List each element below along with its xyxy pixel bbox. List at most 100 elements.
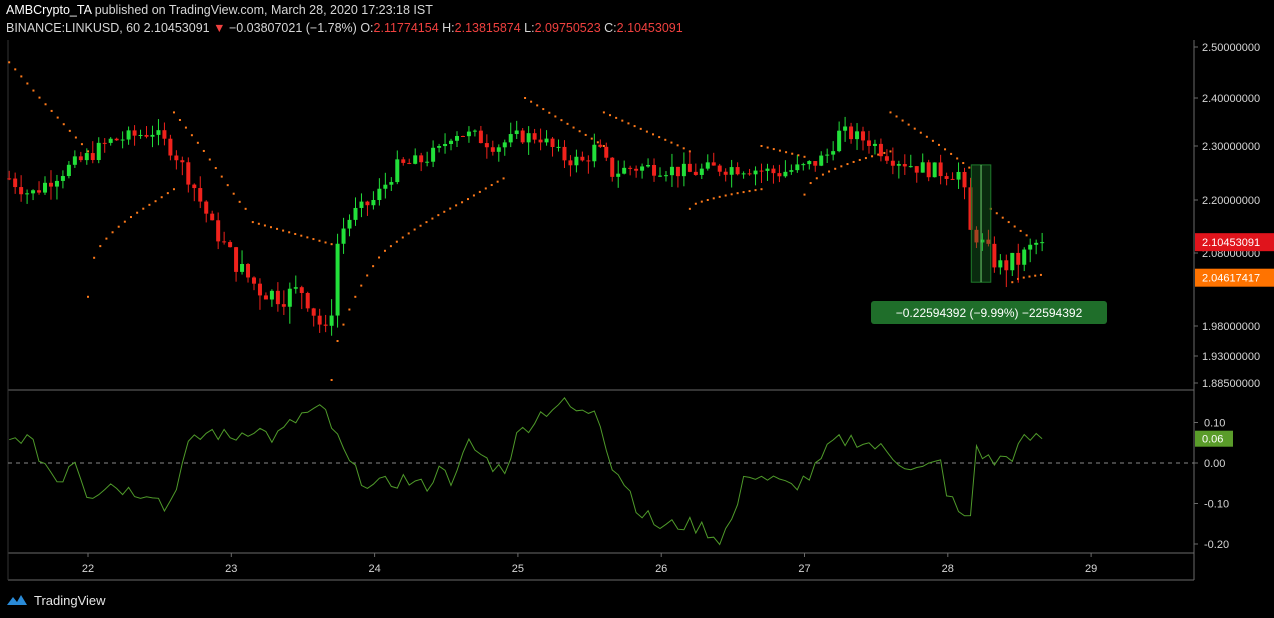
- footer-brand[interactable]: TradingView: [6, 590, 106, 610]
- sar-dot: [609, 114, 612, 117]
- candle-body: [992, 243, 997, 268]
- candle-body: [37, 190, 42, 193]
- time-tick-label: 27: [798, 563, 810, 575]
- sar-dot: [944, 148, 947, 151]
- candle-body: [908, 166, 913, 168]
- sar-dot: [889, 150, 892, 153]
- sar-dot: [554, 115, 557, 118]
- parabolic-sar-dots: [8, 61, 1042, 381]
- sar-dot: [895, 115, 898, 118]
- sar-dot: [931, 139, 934, 142]
- candle-body: [807, 161, 812, 165]
- candle-body: [323, 324, 328, 326]
- candle-body: [1034, 242, 1039, 245]
- sar-dot: [232, 192, 235, 195]
- candle-body: [711, 162, 716, 166]
- candle-body: [204, 201, 209, 214]
- candle-body: [795, 164, 800, 171]
- candle-body: [956, 171, 961, 180]
- sar-dot: [282, 229, 285, 232]
- sar-dot: [913, 127, 916, 130]
- price-tick-label: 2.30000000: [1202, 141, 1260, 153]
- candle-body: [1040, 242, 1045, 244]
- sar-dot: [530, 100, 533, 103]
- candle-body: [78, 156, 83, 161]
- candle-body: [765, 168, 770, 171]
- candle-body: [222, 241, 227, 243]
- last-price-badge: [1195, 233, 1274, 252]
- sar-dot: [360, 284, 363, 287]
- sar-dot: [602, 111, 605, 114]
- sar-dot: [682, 147, 685, 150]
- sar-dot: [160, 196, 163, 199]
- candle-body: [144, 134, 149, 137]
- candle-body: [998, 260, 1003, 268]
- sar-dot: [111, 231, 114, 234]
- candle-body: [150, 134, 155, 137]
- sar-dot: [658, 136, 661, 139]
- candle-body: [198, 188, 203, 202]
- candle-body: [604, 146, 609, 158]
- sar-dot: [288, 231, 291, 234]
- candle-body: [872, 143, 877, 146]
- sar-dot: [117, 225, 120, 228]
- brand-name: TradingView: [34, 592, 106, 608]
- sar-dot: [815, 177, 818, 180]
- sar-dot: [803, 193, 806, 196]
- sar-dot: [395, 240, 398, 243]
- candle-body: [896, 164, 901, 166]
- candle-body: [389, 182, 394, 185]
- candle-body: [413, 155, 418, 164]
- candle-body: [532, 133, 537, 140]
- candle-body: [234, 247, 239, 272]
- sar-dot: [566, 122, 569, 125]
- sar-dot: [251, 221, 254, 224]
- candle-body: [950, 178, 955, 180]
- sar-dot: [1001, 216, 1004, 219]
- candle-body: [449, 140, 454, 144]
- sar-dot: [330, 243, 333, 246]
- sar-dot: [828, 170, 831, 173]
- candle-body: [705, 162, 710, 169]
- sar-dot: [8, 61, 11, 64]
- candle-body: [162, 130, 167, 139]
- sar-dot: [834, 167, 837, 170]
- candle-body: [269, 290, 274, 300]
- sar-dot: [766, 146, 769, 149]
- sar-dot: [226, 184, 229, 187]
- candle-body: [777, 173, 782, 177]
- change-arrow-icon: ▼: [213, 21, 226, 35]
- measure-tool[interactable]: −0.22594392 (−9.99%) −22594392: [871, 164, 1107, 324]
- sar-dot: [724, 194, 727, 197]
- candle-body: [317, 315, 322, 325]
- candle-body: [365, 201, 370, 206]
- time-tick-label: 25: [512, 563, 524, 575]
- sar-dot: [136, 211, 139, 214]
- candle-body: [66, 164, 71, 177]
- candle-body: [478, 130, 483, 144]
- sar-dot: [748, 190, 751, 193]
- sar-dot: [778, 149, 781, 152]
- oscillator-pane: [8, 396, 1194, 546]
- candle-body: [759, 170, 764, 172]
- sar-dot: [336, 340, 339, 343]
- candle-body: [526, 133, 531, 143]
- sar-dot: [688, 207, 691, 210]
- price-tick-label: 2.20000000: [1202, 195, 1260, 207]
- sar-dot: [871, 155, 874, 158]
- candle-body: [723, 171, 728, 175]
- sar-dot: [664, 138, 667, 141]
- sar-dot: [706, 199, 709, 201]
- candle-body: [48, 182, 53, 187]
- sar-dot: [718, 195, 721, 198]
- candle-body: [102, 142, 107, 144]
- sar-dot: [536, 104, 539, 107]
- candle-body: [813, 161, 818, 166]
- candle-body: [538, 139, 543, 143]
- candle-body: [156, 130, 161, 135]
- candle-body: [490, 147, 495, 152]
- candle-body: [407, 162, 412, 164]
- time-tick-label: 26: [655, 563, 667, 575]
- sar-dot: [925, 135, 928, 138]
